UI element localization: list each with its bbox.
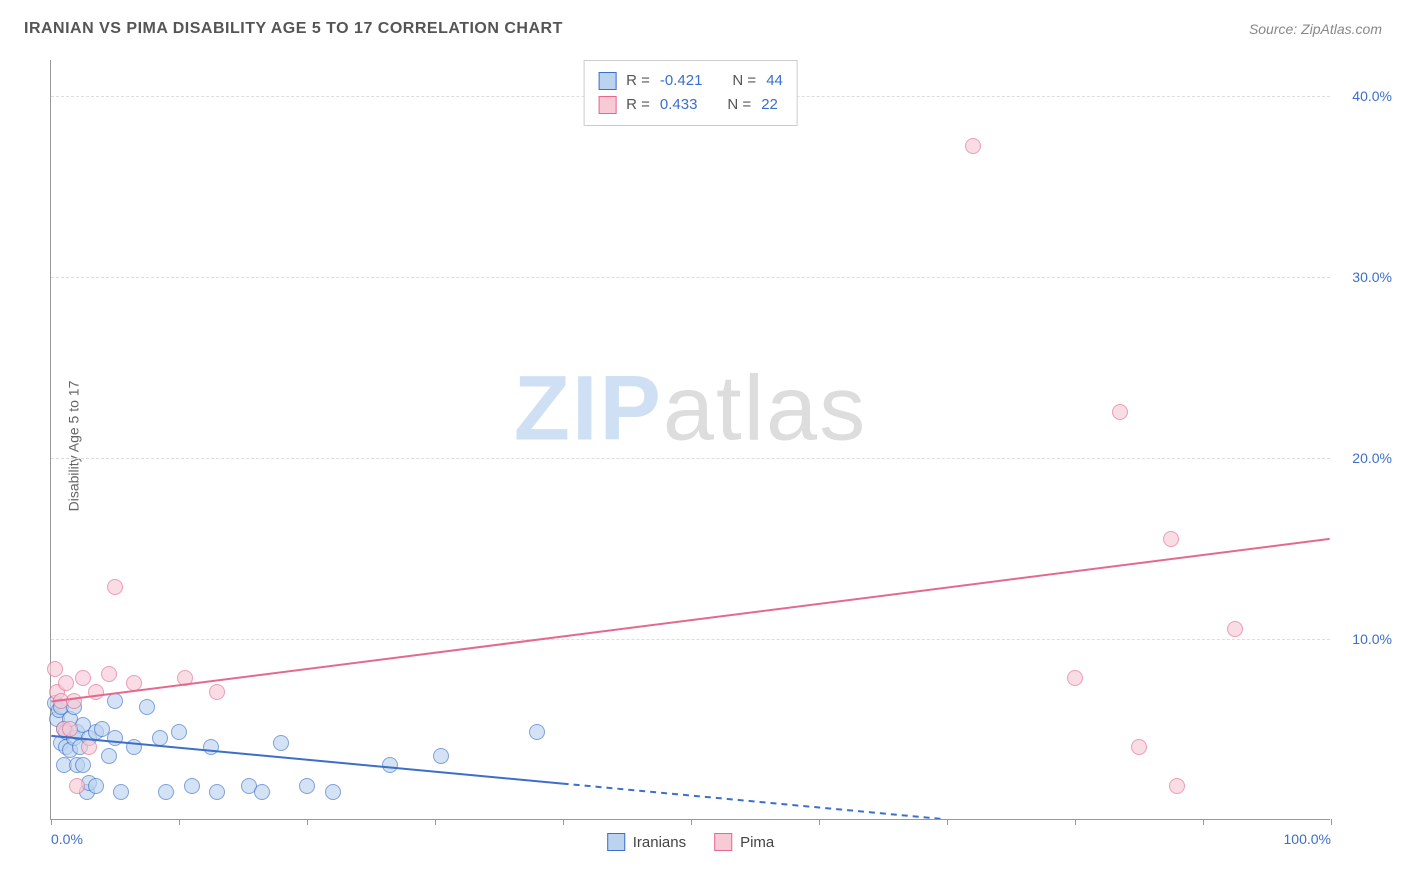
data-point	[47, 661, 63, 677]
data-point	[75, 670, 91, 686]
data-point	[433, 748, 449, 764]
data-point	[1227, 621, 1243, 637]
data-point	[88, 778, 104, 794]
r-label: R =	[626, 69, 650, 93]
data-point	[209, 684, 225, 700]
legend-series-item: Iranians	[607, 833, 686, 851]
data-point	[1131, 739, 1147, 755]
chart-header: IRANIAN VS PIMA DISABILITY AGE 5 TO 17 C…	[24, 20, 1382, 38]
legend-series-item: Pima	[714, 833, 774, 851]
data-point	[1067, 670, 1083, 686]
data-point	[75, 757, 91, 773]
data-point	[107, 579, 123, 595]
data-point	[113, 784, 129, 800]
legend-swatch	[714, 833, 732, 851]
data-point	[139, 699, 155, 715]
data-point	[1163, 531, 1179, 547]
data-point	[203, 739, 219, 755]
data-point	[273, 735, 289, 751]
y-tick-label: 30.0%	[1352, 269, 1392, 285]
n-label: N =	[727, 93, 751, 117]
x-tick	[435, 819, 436, 825]
watermark-part1: ZIP	[514, 358, 663, 460]
data-point	[177, 670, 193, 686]
gridline	[51, 639, 1330, 640]
y-tick-label: 10.0%	[1352, 631, 1392, 647]
r-label: R =	[626, 93, 650, 117]
legend-series-label: Pima	[740, 834, 774, 851]
data-point	[62, 721, 78, 737]
data-point	[184, 778, 200, 794]
x-tick	[691, 819, 692, 825]
data-point	[529, 724, 545, 740]
data-point	[58, 675, 74, 691]
x-tick	[563, 819, 564, 825]
data-point	[107, 693, 123, 709]
legend-swatch	[598, 72, 616, 90]
legend-swatch	[598, 96, 616, 114]
data-point	[209, 784, 225, 800]
n-value: 22	[761, 93, 778, 117]
watermark: ZIPatlas	[514, 357, 867, 462]
data-point	[299, 778, 315, 794]
x-tick	[1331, 819, 1332, 825]
legend-swatch	[607, 833, 625, 851]
x-tick-label: 100.0%	[1284, 831, 1331, 847]
y-tick-label: 20.0%	[1352, 450, 1392, 466]
legend-series-label: Iranians	[633, 834, 686, 851]
n-value: 44	[766, 69, 783, 93]
legend-stat-row: R = 0.433 N = 22	[598, 93, 783, 117]
x-tick	[1203, 819, 1204, 825]
data-point	[325, 784, 341, 800]
data-point	[126, 675, 142, 691]
data-point	[101, 748, 117, 764]
source-attribution: Source: ZipAtlas.com	[1249, 21, 1382, 37]
legend-series: Iranians Pima	[607, 833, 775, 851]
trend-lines	[51, 60, 1330, 819]
data-point	[1169, 778, 1185, 794]
gridline	[51, 277, 1330, 278]
data-point	[965, 138, 981, 154]
x-tick	[1075, 819, 1076, 825]
x-tick	[307, 819, 308, 825]
data-point	[382, 757, 398, 773]
x-tick	[819, 819, 820, 825]
gridline	[51, 458, 1330, 459]
data-point	[69, 778, 85, 794]
data-point	[152, 730, 168, 746]
legend-stats: R =-0.421N =44R =0.433N =22	[583, 60, 798, 126]
data-point	[88, 684, 104, 700]
chart-title: IRANIAN VS PIMA DISABILITY AGE 5 TO 17 C…	[24, 20, 563, 38]
x-tick	[947, 819, 948, 825]
x-tick	[51, 819, 52, 825]
data-point	[66, 693, 82, 709]
data-point	[126, 739, 142, 755]
data-point	[158, 784, 174, 800]
data-point	[1112, 404, 1128, 420]
data-point	[101, 666, 117, 682]
watermark-part2: atlas	[663, 358, 867, 460]
x-tick	[179, 819, 180, 825]
n-label: N =	[732, 69, 756, 93]
plot-area: ZIPatlas R =-0.421N =44R =0.433N =22 Ira…	[50, 60, 1330, 820]
data-point	[107, 730, 123, 746]
y-tick-label: 40.0%	[1352, 88, 1392, 104]
r-value: -0.421	[660, 69, 703, 93]
legend-stat-row: R = -0.421 N = 44	[598, 69, 783, 93]
data-point	[171, 724, 187, 740]
data-point	[81, 739, 97, 755]
x-tick-label: 0.0%	[51, 831, 83, 847]
r-value: 0.433	[660, 93, 698, 117]
data-point	[254, 784, 270, 800]
